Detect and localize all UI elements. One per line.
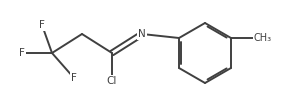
Text: F: F [19, 48, 25, 58]
Text: CH₃: CH₃ [254, 33, 272, 43]
Text: N: N [138, 29, 146, 39]
Text: F: F [39, 20, 45, 30]
Text: Cl: Cl [107, 76, 117, 86]
Text: F: F [71, 73, 77, 83]
